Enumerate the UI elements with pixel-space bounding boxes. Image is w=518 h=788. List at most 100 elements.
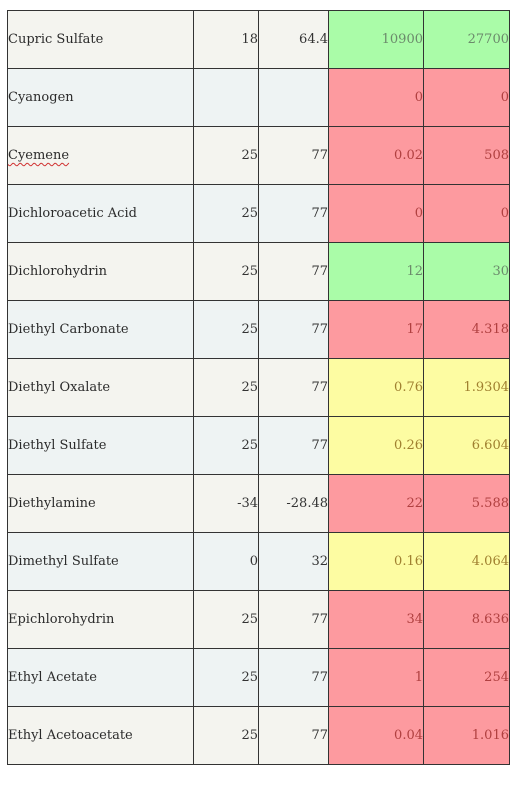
temp-c-cell: 25 bbox=[193, 126, 259, 185]
temp-f-text: 77 bbox=[311, 264, 328, 279]
rating-value-2-text: 1.9304 bbox=[463, 380, 509, 395]
rating-value-1-text: 0.26 bbox=[394, 438, 423, 453]
rating-value-1-text: 0.04 bbox=[394, 728, 423, 743]
chemical-name-text: Cupric Sulfate bbox=[8, 32, 104, 47]
rating-value-1-text: 0.76 bbox=[394, 380, 423, 395]
rating-value-1-text: 12 bbox=[406, 264, 423, 279]
rating-value-1-text: 0 bbox=[414, 206, 423, 221]
temp-c-cell: 25 bbox=[193, 300, 259, 359]
rating-value-2-text: 1.016 bbox=[471, 728, 509, 743]
temp-f-cell: 77 bbox=[258, 590, 329, 649]
temp-c-text: 25 bbox=[241, 612, 258, 627]
rating-value-2-text: 6.604 bbox=[471, 438, 509, 453]
table-row: Dichloroacetic Acid 25 77 0 0 bbox=[7, 184, 510, 243]
rating-value-2-text: 5.588 bbox=[471, 496, 509, 511]
rating-value-2-cell: 0 bbox=[423, 68, 510, 127]
chemical-name-text: Ethyl Acetoacetate bbox=[8, 728, 133, 743]
table-row: Ethyl Acetoacetate 25 77 0.04 1.016 bbox=[7, 706, 510, 765]
temp-f-cell: 77 bbox=[258, 184, 329, 243]
table-row: Cyanogen 0 0 bbox=[7, 68, 510, 127]
temp-c-text: 25 bbox=[241, 206, 258, 221]
chemical-name-text: Diethyl Carbonate bbox=[8, 322, 129, 337]
temp-f-cell: 77 bbox=[258, 126, 329, 185]
temp-c-text: 25 bbox=[241, 380, 258, 395]
chemical-name-text: Diethylamine bbox=[8, 496, 96, 511]
temp-f-cell: 77 bbox=[258, 242, 329, 301]
rating-value-1-cell: 0.76 bbox=[328, 358, 424, 417]
table-row: Dimethyl Sulfate 0 32 0.16 4.064 bbox=[7, 532, 510, 591]
rating-value-1-cell: 0.04 bbox=[328, 706, 424, 765]
temp-f-cell: 32 bbox=[258, 532, 329, 591]
rating-value-1-text: 0 bbox=[414, 90, 423, 105]
chemical-name-text: Dimethyl Sulfate bbox=[8, 554, 119, 569]
temp-c-text: 25 bbox=[241, 728, 258, 743]
chemical-name-text: Cyemene bbox=[8, 148, 70, 163]
chemical-name-text: Diethyl Sulfate bbox=[8, 438, 107, 453]
temp-f-text: 77 bbox=[311, 322, 328, 337]
temp-c-cell: 18 bbox=[193, 10, 259, 69]
table-row: Cyemene 25 77 0.02 508 bbox=[7, 126, 510, 185]
chemical-name-text: Dichloroacetic Acid bbox=[8, 206, 137, 221]
table-row: Ethyl Acetate 25 77 1 254 bbox=[7, 648, 510, 707]
rating-value-1-text: 0.02 bbox=[394, 148, 423, 163]
temp-f-text: 77 bbox=[311, 380, 328, 395]
temp-f-text: 77 bbox=[311, 728, 328, 743]
rating-value-2-cell: 30 bbox=[423, 242, 510, 301]
rating-value-1-cell: 1 bbox=[328, 648, 424, 707]
chemical-name-cell: Diethyl Sulfate bbox=[7, 416, 194, 475]
temp-f-cell bbox=[258, 68, 329, 127]
temp-f-text: 64.4 bbox=[299, 32, 328, 47]
rating-value-2-cell: 8.636 bbox=[423, 590, 510, 649]
chemical-name-text: Ethyl Acetate bbox=[8, 670, 97, 685]
table-row: Diethylamine -34 -28.48 22 5.588 bbox=[7, 474, 510, 533]
rating-value-1-text: 0.16 bbox=[394, 554, 423, 569]
rating-value-1-cell: 0 bbox=[328, 68, 424, 127]
table-row: Cupric Sulfate 18 64.4 10900 27700 bbox=[7, 10, 510, 69]
temp-c-text: 0 bbox=[249, 554, 258, 569]
rating-value-1-cell: 12 bbox=[328, 242, 424, 301]
temp-f-text: 77 bbox=[311, 670, 328, 685]
chemical-name-cell: Cyanogen bbox=[7, 68, 194, 127]
rating-value-2-text: 0 bbox=[500, 206, 509, 221]
temp-c-cell: 25 bbox=[193, 416, 259, 475]
chemical-name-cell: Dichlorohydrin bbox=[7, 242, 194, 301]
temp-c-text: 18 bbox=[241, 32, 258, 47]
chemical-name-cell: Epichlorohydrin bbox=[7, 590, 194, 649]
chemical-name-cell: Dimethyl Sulfate bbox=[7, 532, 194, 591]
chemical-name-text: Diethyl Oxalate bbox=[8, 380, 111, 395]
rating-value-1-cell: 0.26 bbox=[328, 416, 424, 475]
rating-value-2-cell: 27700 bbox=[423, 10, 510, 69]
rating-value-1-cell: 10900 bbox=[328, 10, 424, 69]
rating-value-2-text: 27700 bbox=[467, 32, 509, 47]
rating-value-2-text: 254 bbox=[484, 670, 509, 685]
chemical-name-text: Epichlorohydrin bbox=[8, 612, 115, 627]
rating-value-2-text: 4.064 bbox=[471, 554, 509, 569]
temp-c-cell: 25 bbox=[193, 590, 259, 649]
temp-f-text: 77 bbox=[311, 438, 328, 453]
rating-value-2-text: 508 bbox=[484, 148, 509, 163]
temp-f-cell: 64.4 bbox=[258, 10, 329, 69]
rating-value-1-cell: 0.16 bbox=[328, 532, 424, 591]
rating-value-1-text: 10900 bbox=[381, 32, 423, 47]
rating-value-1-text: 22 bbox=[406, 496, 423, 511]
rating-value-2-cell: 4.318 bbox=[423, 300, 510, 359]
rating-value-2-cell: 5.588 bbox=[423, 474, 510, 533]
rating-value-1-cell: 0 bbox=[328, 184, 424, 243]
temp-c-cell: 25 bbox=[193, 242, 259, 301]
temp-f-cell: 77 bbox=[258, 358, 329, 417]
chemical-name-cell: Dichloroacetic Acid bbox=[7, 184, 194, 243]
temp-c-text: 25 bbox=[241, 264, 258, 279]
table-row: Diethyl Oxalate 25 77 0.76 1.9304 bbox=[7, 358, 510, 417]
chemical-name-cell: Cupric Sulfate bbox=[7, 10, 194, 69]
rating-value-1-text: 34 bbox=[406, 612, 423, 627]
temp-c-cell: -34 bbox=[193, 474, 259, 533]
temp-c-text: -34 bbox=[237, 496, 258, 511]
table-row: Dichlorohydrin 25 77 12 30 bbox=[7, 242, 510, 301]
temp-c-cell: 25 bbox=[193, 648, 259, 707]
rating-value-2-cell: 0 bbox=[423, 184, 510, 243]
rating-value-1-cell: 0.02 bbox=[328, 126, 424, 185]
rating-value-1-text: 17 bbox=[406, 322, 423, 337]
rating-value-1-cell: 17 bbox=[328, 300, 424, 359]
temp-c-cell: 25 bbox=[193, 184, 259, 243]
temp-f-text: 77 bbox=[311, 206, 328, 221]
